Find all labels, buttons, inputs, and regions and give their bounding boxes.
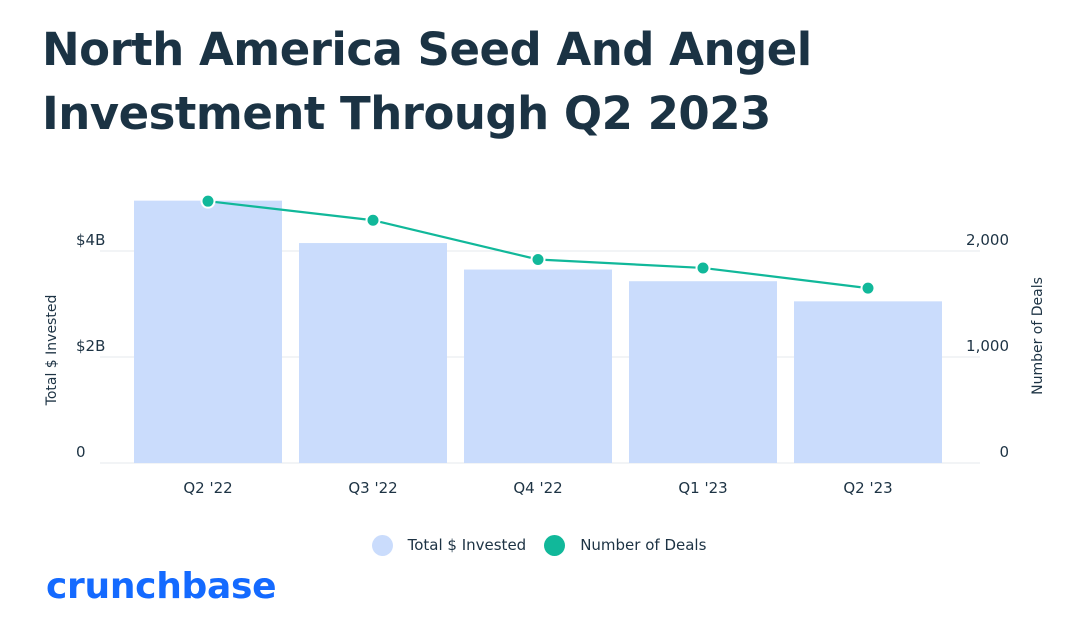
bar[interactable] xyxy=(299,243,447,463)
deals-point[interactable] xyxy=(860,280,876,296)
crunchbase-logo[interactable]: crunchbase xyxy=(46,566,277,607)
legend-item-deals[interactable]: Number of Deals xyxy=(544,534,707,556)
chart-title: North America Seed And Angel Investment … xyxy=(42,23,812,140)
deals-point[interactable] xyxy=(200,193,216,209)
tick-labels: 0 $2B $4B 0 1,000 2,000 Q2 '22 Q3 '22 Q4 '22 Q1 '… xyxy=(76,231,1009,497)
x-tick-label: Q4 '22 xyxy=(513,479,562,497)
deals-point[interactable] xyxy=(365,212,381,228)
bar[interactable] xyxy=(464,269,612,463)
bar[interactable] xyxy=(134,200,282,463)
y-right-tick-label: 0 xyxy=(999,443,1009,461)
legend-swatch-line xyxy=(544,534,566,556)
deals-point[interactable] xyxy=(530,251,546,267)
bars xyxy=(134,200,942,463)
x-tick-label: Q1 '23 xyxy=(678,479,727,497)
bar[interactable] xyxy=(794,301,942,463)
y-left-tick-label: $2B xyxy=(76,337,105,355)
x-tick-label: Q3 '22 xyxy=(348,479,397,497)
legend-label-invested: Total $ Invested xyxy=(407,536,527,554)
legend-swatch-bar xyxy=(371,534,393,556)
deals-point[interactable] xyxy=(695,260,711,276)
bar[interactable] xyxy=(629,281,777,463)
y-right-tick-label: 1,000 xyxy=(966,337,1009,355)
deals-line xyxy=(200,193,876,296)
y-left-axis-title: Total $ Invested xyxy=(44,295,60,407)
y-right-tick-label: 2,000 xyxy=(966,231,1009,249)
y-right-axis-title: Number of Deals xyxy=(1030,277,1046,395)
y-left-tick-label: 0 xyxy=(76,443,86,461)
y-left-tick-label: $4B xyxy=(76,231,105,249)
x-tick-label: Q2 '22 xyxy=(183,479,232,497)
legend-label-deals: Number of Deals xyxy=(580,536,707,554)
legend-item-invested[interactable]: Total $ Invested xyxy=(371,534,527,556)
x-tick-label: Q2 '23 xyxy=(843,479,892,497)
legend: Total $ Invested Number of Deals xyxy=(0,530,1078,560)
